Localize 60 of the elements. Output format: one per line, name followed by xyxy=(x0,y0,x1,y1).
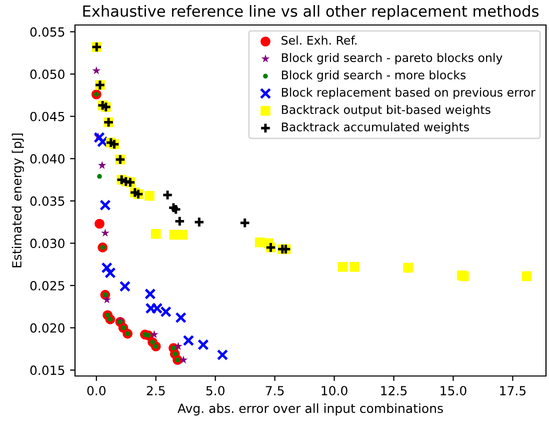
point xyxy=(179,356,188,364)
point xyxy=(101,228,110,237)
point xyxy=(174,216,186,227)
point xyxy=(338,262,348,272)
point xyxy=(97,174,102,179)
y-tick-label: 0.040 xyxy=(30,154,64,164)
point xyxy=(102,295,112,304)
point xyxy=(175,312,186,324)
point xyxy=(100,200,111,211)
y-tick-label: 0.030 xyxy=(30,238,64,248)
point xyxy=(96,136,108,148)
x-tick-label: 7.5 xyxy=(266,386,284,396)
y-tick-label: 0.015 xyxy=(30,366,64,376)
y-tick-label: 0.020 xyxy=(30,323,64,333)
legend-label: Block grid search - more blocks xyxy=(282,70,466,82)
legend-label: Backtrack output bit-based weights xyxy=(282,104,490,116)
x-tick-label: 17.5 xyxy=(500,386,526,396)
legend-label: Backtrack accumulated weights xyxy=(282,122,469,134)
point xyxy=(94,132,105,144)
x-axis-title: Avg. abs. error over all input combinations xyxy=(178,403,443,416)
y-tick-label: 0.025 xyxy=(30,280,64,290)
point xyxy=(150,330,158,338)
point xyxy=(168,202,180,214)
point xyxy=(98,161,106,169)
y-axis-title: Estimated energy [pJ] xyxy=(12,134,24,268)
point xyxy=(94,218,104,229)
point xyxy=(216,349,228,360)
point xyxy=(459,271,469,282)
y-tick-label: 0.045 xyxy=(30,112,64,122)
x-tick-label: 2.5 xyxy=(146,386,165,396)
x-tick-label: 10.0 xyxy=(322,386,348,396)
x-tick-label: 5.0 xyxy=(206,386,224,396)
legend-label: Block grid search - pareto blocks only xyxy=(282,52,502,64)
y-tick-label: 0.050 xyxy=(30,70,64,79)
chart-title: Exhaustive reference line vs all other replacement methods xyxy=(83,5,538,20)
point xyxy=(119,280,131,292)
point xyxy=(162,189,174,201)
point xyxy=(101,262,113,274)
point xyxy=(350,262,360,272)
point xyxy=(194,216,205,228)
point xyxy=(403,262,413,273)
point xyxy=(104,267,116,278)
x-tick-label: 15.0 xyxy=(440,386,466,396)
x-tick-label: 0.0 xyxy=(87,386,106,396)
y-tick-label: 0.055 xyxy=(30,27,64,37)
point xyxy=(522,271,532,282)
point xyxy=(92,66,101,74)
legend-label: Block replacement based on previous error xyxy=(282,88,536,100)
point xyxy=(174,342,182,350)
point xyxy=(178,230,188,240)
legend-label: Sel. Exh. Ref. xyxy=(282,36,356,45)
point xyxy=(182,334,194,346)
point xyxy=(150,229,161,239)
point xyxy=(144,190,154,201)
point xyxy=(198,339,209,350)
x-tick-label: 12.5 xyxy=(381,386,407,396)
point xyxy=(170,204,182,216)
y-tick-label: 0.035 xyxy=(30,196,64,206)
point xyxy=(239,217,250,229)
point xyxy=(144,288,156,300)
